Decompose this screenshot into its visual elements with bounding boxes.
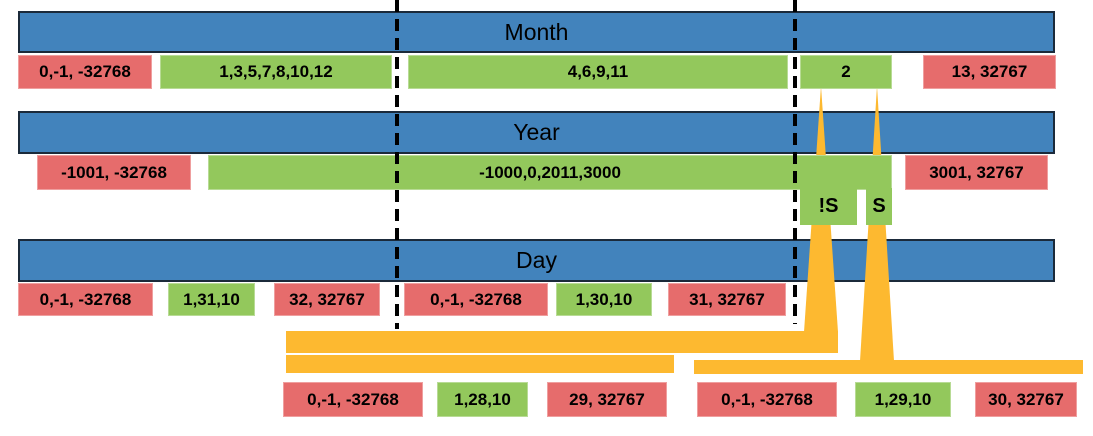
boundary-30-feb-dashed-line	[793, 0, 797, 324]
partition-day31-invalid-low-invalid: 0,-1, -32768	[18, 283, 153, 316]
partition-month-invalid-low-label: 0,-1, -32768	[39, 62, 131, 81]
condition-not-leap-label: !S	[818, 195, 839, 217]
partition-year-invalid-low-label: -1001, -32768	[61, 162, 167, 182]
partition-month-invalid-high-invalid: 13, 32767	[923, 55, 1056, 89]
partition-feb28-invalid-low-label: 0,-1, -32768	[307, 389, 399, 409]
partition-year-valid-valid: -1000,0,2011,3000	[208, 155, 892, 190]
partition-day31-invalid-low-label: 0,-1, -32768	[39, 289, 132, 309]
partition-month-valid-31days-valid: 1,3,5,7,8,10,12	[160, 55, 392, 89]
domain-bar-year: Year	[18, 111, 1055, 154]
partition-month-invalid-high-label: 13, 32767	[951, 62, 1028, 81]
partition-feb29-invalid-high-invalid: 30, 32767	[975, 382, 1077, 417]
partition-year-invalid-high-label: 3001, 32767	[929, 162, 1024, 182]
link-notleap-to-feb28-connector	[286, 331, 838, 353]
partition-day30-invalid-low-label: 0,-1, -32768	[430, 289, 522, 309]
domain-bar-month-label: Month	[504, 18, 569, 45]
partition-year-invalid-low-invalid: -1001, -32768	[37, 155, 191, 190]
partition-feb29-valid-label: 1,29,10	[874, 389, 932, 409]
partition-day31-invalid-high-label: 32, 32767	[289, 289, 365, 309]
partition-year-invalid-high-invalid: 3001, 32767	[905, 155, 1048, 190]
partition-feb29-invalid-low-invalid: 0,-1, -32768	[697, 382, 837, 417]
condition-leap-box: S	[866, 188, 892, 225]
feb29-domain-bar-connector	[694, 360, 1083, 374]
partition-feb28-invalid-high-label: 29, 32767	[569, 389, 645, 409]
partition-day30-valid-label: 1,30,10	[575, 289, 633, 309]
partition-month-invalid-low-invalid: 0,-1, -32768	[18, 55, 152, 89]
condition-leap-label: S	[872, 195, 886, 217]
domain-bar-day-label: Day	[516, 247, 557, 273]
partition-day31-invalid-high-invalid: 32, 32767	[274, 283, 380, 316]
feb28-domain-bar-connector	[286, 355, 674, 373]
partition-month-valid-30days-label: 4,6,9,11	[567, 62, 629, 81]
partition-day30-valid-valid: 1,30,10	[556, 283, 652, 316]
partition-month-valid-feb-valid: 2	[800, 55, 892, 89]
partition-year-valid-label: -1000,0,2011,3000	[479, 162, 621, 182]
partition-feb28-valid-valid: 1,28,10	[437, 382, 528, 417]
partition-feb29-valid-valid: 1,29,10	[855, 382, 951, 417]
domain-bar-day: Day	[18, 239, 1055, 282]
partition-day30-invalid-high-label: 31, 32767	[689, 289, 765, 309]
partition-month-valid-30days-valid: 4,6,9,11	[408, 55, 788, 89]
partition-day30-invalid-high-invalid: 31, 32767	[668, 283, 786, 316]
partition-feb28-valid-label: 1,28,10	[454, 389, 511, 409]
partition-day30-invalid-low-invalid: 0,-1, -32768	[404, 283, 548, 316]
boundary-31-30-dashed-line	[395, 0, 399, 329]
partition-month-valid-feb-label: 2	[841, 62, 851, 81]
partition-feb28-invalid-low-invalid: 0,-1, -32768	[283, 382, 423, 417]
partition-day31-valid-valid: 1,31,10	[168, 283, 255, 316]
partition-month-valid-31days-label: 1,3,5,7,8,10,12	[219, 62, 333, 81]
partition-feb29-invalid-high-label: 30, 32767	[988, 389, 1064, 409]
domain-bar-month: Month	[18, 11, 1055, 53]
partition-day31-valid-label: 1,31,10	[183, 289, 240, 309]
condition-not-leap-box: !S	[800, 188, 857, 225]
partition-feb29-invalid-low-label: 0,-1, -32768	[721, 389, 813, 409]
partition-feb28-invalid-high-invalid: 29, 32767	[547, 382, 667, 417]
domain-bar-year-label: Year	[513, 119, 560, 145]
